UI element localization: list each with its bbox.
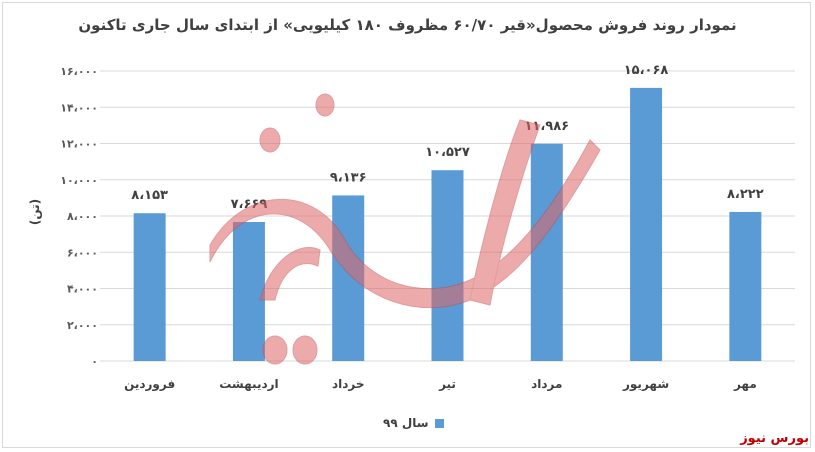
y-tick-label: ۱۴،۰۰۰ (60, 101, 98, 114)
x-category-label: اردیبهشت (219, 377, 278, 391)
y-tick-label: ۱۲،۰۰۰ (60, 138, 98, 151)
bar (133, 213, 166, 361)
y-tick-label: ۱۰،۰۰۰ (60, 174, 98, 187)
x-category-label: تیر (438, 377, 456, 391)
source-text: بورس نیوز (740, 431, 809, 446)
legend: سال ۹۹ (383, 416, 444, 430)
legend-swatch (434, 418, 444, 428)
x-axis-categories: فروردین اردیبهشت خرداد تیر مرداد شهریور مهر (124, 377, 757, 392)
bars (133, 87, 762, 361)
bar (431, 170, 464, 361)
x-category-label: خرداد (332, 377, 365, 391)
y-tick-label: ۱۶،۰۰۰ (60, 65, 98, 78)
y-axis-ticks: ۰ ۲،۰۰۰ ۴،۰۰۰ ۶،۰۰۰ ۸،۰۰۰ ۱۰،۰۰۰ ۱۲،۰۰۰ ۱۴،۰۰۰ ۱… (60, 65, 98, 368)
x-category-label: شهریور (622, 377, 669, 392)
data-label: ۸،۲۲۲ (727, 187, 764, 202)
y-tick-label: ۸،۰۰۰ (67, 210, 98, 223)
data-label: ۱۱،۹۸۶ (524, 119, 569, 134)
bar (530, 143, 563, 361)
legend-label: سال ۹۹ (383, 416, 429, 430)
y-tick-label: ۴،۰۰۰ (67, 283, 98, 296)
data-label: ۹،۱۳۶ (330, 170, 367, 185)
x-category-label: فروردین (124, 377, 175, 392)
chart-title: نمودار روند فروش محصول«قیر ۶۰/۷۰ مظروف ۱… (78, 16, 737, 34)
data-label: ۷،۶۶۹ (231, 197, 268, 212)
data-label: ۱۰،۵۲۷ (425, 145, 470, 160)
bar (332, 195, 365, 361)
y-tick-label: ۲،۰۰۰ (67, 319, 98, 332)
bar (729, 211, 762, 361)
bar (232, 221, 265, 361)
data-label: ۸،۱۵۳ (131, 188, 168, 203)
chart-frame (2, 2, 811, 448)
y-tick-label: ۶،۰۰۰ (67, 246, 98, 259)
x-category-label: مرداد (531, 377, 562, 391)
x-category-label: مهر (733, 377, 757, 391)
data-label: ۱۵،۰۶۸ (624, 63, 669, 78)
y-tick-label: ۰ (91, 355, 98, 368)
bar (630, 87, 663, 361)
